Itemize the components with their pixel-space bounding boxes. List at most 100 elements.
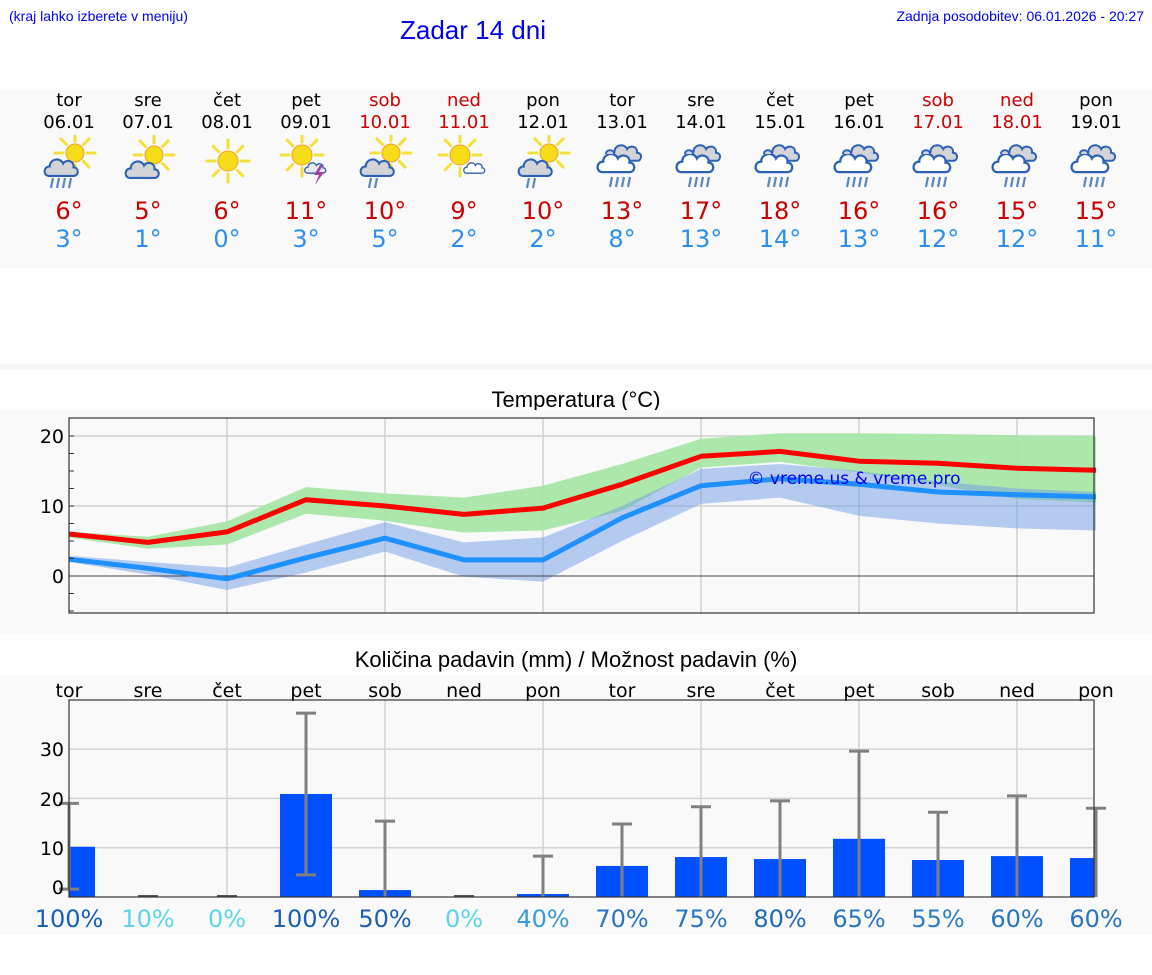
day-date: 12.01 <box>517 112 569 133</box>
day-forecast: sre 07.01 5° 1° <box>109 90 188 253</box>
sun-cloud-icon <box>118 133 178 195</box>
day-name: pet <box>291 90 321 111</box>
day-label: sob <box>921 680 955 702</box>
divider <box>0 364 1152 370</box>
cloud-rain-icon <box>1066 135 1126 195</box>
day-label: sre <box>134 680 163 702</box>
min-temp: 12° <box>916 225 960 253</box>
min-temp: 13° <box>837 225 881 253</box>
page-title: Zadar 14 dni <box>400 15 546 45</box>
sun-small-cloud-icon <box>434 132 494 195</box>
precip-range <box>375 819 395 897</box>
day-name: pon <box>1079 90 1113 111</box>
day-name: sre <box>134 90 162 111</box>
cloud-rain-icon <box>592 135 652 195</box>
max-temp: 6° <box>213 197 241 225</box>
day-label: pet <box>843 680 874 702</box>
precip-probability: 70% <box>595 905 648 933</box>
sun-cloud-rain-icon <box>39 131 99 195</box>
min-temp: 14° <box>758 225 802 253</box>
day-name: sre <box>687 90 715 111</box>
max-temp: 16° <box>916 197 960 225</box>
day-forecast: sob 10.01 10° 5° <box>346 90 425 253</box>
max-temp: 13° <box>600 197 644 225</box>
min-temp: 1° <box>134 225 162 253</box>
max-temp-line <box>68 448 1097 545</box>
max-temp: 15° <box>1074 197 1118 225</box>
precip-range <box>770 799 790 897</box>
day-date: 15.01 <box>754 112 806 133</box>
day-label: ned <box>999 680 1035 702</box>
last-updated: Zadnja posodobitev: 06.01.2026 - 20:27 <box>896 8 1144 24</box>
day-name: sob <box>922 90 954 111</box>
day-forecast: pon 12.01 10° 2° <box>504 90 583 253</box>
day-forecast: ned 18.01 15° 12° <box>978 90 1057 253</box>
day-name: pet <box>844 90 874 111</box>
day-forecast: sob 17.01 16° 12° <box>899 90 978 253</box>
day-label: sob <box>368 680 402 702</box>
y-tick-label: 10 <box>40 496 64 518</box>
precip-range <box>928 810 948 897</box>
day-label: pon <box>525 680 561 702</box>
precip-probability: 100% <box>35 905 104 933</box>
day-name: čet <box>765 90 795 111</box>
day-forecast: pet 16.01 16° 13° <box>820 90 899 253</box>
precip-probability: 80% <box>753 905 806 933</box>
day-label: tor <box>609 680 636 702</box>
day-label: čet <box>765 680 795 702</box>
day-date: 19.01 <box>1070 112 1122 133</box>
min-temp: 2° <box>529 225 557 253</box>
precip-probability: 0% <box>445 905 483 933</box>
precip-bar <box>1070 858 1094 897</box>
min-temp: 8° <box>608 225 636 253</box>
min-temp-line <box>68 476 1097 582</box>
day-forecast: pon 19.01 15° 11° <box>1057 90 1136 253</box>
temperature-chart-panel: 0 10 20 © vreme.us & vreme.pro <box>0 410 1152 634</box>
y-tick-label: 20 <box>40 426 64 448</box>
day-label: tor <box>56 680 83 702</box>
day-label: pet <box>290 680 321 702</box>
y-tick-label: 0 <box>52 566 64 588</box>
min-temp: 11° <box>1074 225 1118 253</box>
y-tick-label: 0 <box>52 877 64 899</box>
day-forecast: tor 13.01 13° 8° <box>583 90 662 253</box>
day-forecast: tor 06.01 6° 3° <box>30 90 109 253</box>
precipitation-chart-title: Količina padavin (mm) / Možnost padavin … <box>354 647 798 672</box>
day-date: 11.01 <box>438 112 490 133</box>
precip-range <box>1007 794 1027 897</box>
day-forecast: čet 08.01 6° 0° <box>188 90 267 253</box>
min-temp: 13° <box>679 225 723 253</box>
max-temp: 10° <box>363 197 407 225</box>
sun-cloud-light-rain-icon <box>355 131 415 195</box>
temperature-chart: 0 10 20 © vreme.us & vreme.pro <box>40 417 1097 614</box>
cloud-rain-icon <box>829 135 889 195</box>
precip-range <box>1086 806 1106 897</box>
location-menu-hint[interactable]: (kraj lahko izberete v meniju) <box>9 8 188 24</box>
day-date: 18.01 <box>991 112 1043 133</box>
max-temp: 17° <box>679 197 723 225</box>
precip-range <box>612 822 632 897</box>
precip-range <box>849 749 869 897</box>
day-forecast: pet 09.01 11° 3° <box>267 90 346 253</box>
precip-probability: 100% <box>272 905 341 933</box>
day-label: pon <box>1078 680 1114 702</box>
day-date: 14.01 <box>675 112 727 133</box>
min-temp: 0° <box>213 225 241 253</box>
day-name: tor <box>609 90 635 111</box>
precip-range <box>533 854 553 897</box>
cloud-rain-icon <box>908 135 968 195</box>
day-name: tor <box>56 90 82 111</box>
min-temp: 12° <box>995 225 1039 253</box>
day-date: 06.01 <box>43 112 95 133</box>
day-name: pon <box>526 90 560 111</box>
precip-probability: 65% <box>832 905 885 933</box>
day-label: sre <box>687 680 716 702</box>
max-temp: 18° <box>758 197 802 225</box>
day-date: 13.01 <box>596 112 648 133</box>
day-date: 07.01 <box>122 112 174 133</box>
max-temp: 10° <box>521 197 565 225</box>
min-temp: 3° <box>55 225 83 253</box>
day-date: 10.01 <box>359 112 411 133</box>
precip-probability: 10% <box>121 905 174 933</box>
y-tick-label: 30 <box>40 739 64 761</box>
